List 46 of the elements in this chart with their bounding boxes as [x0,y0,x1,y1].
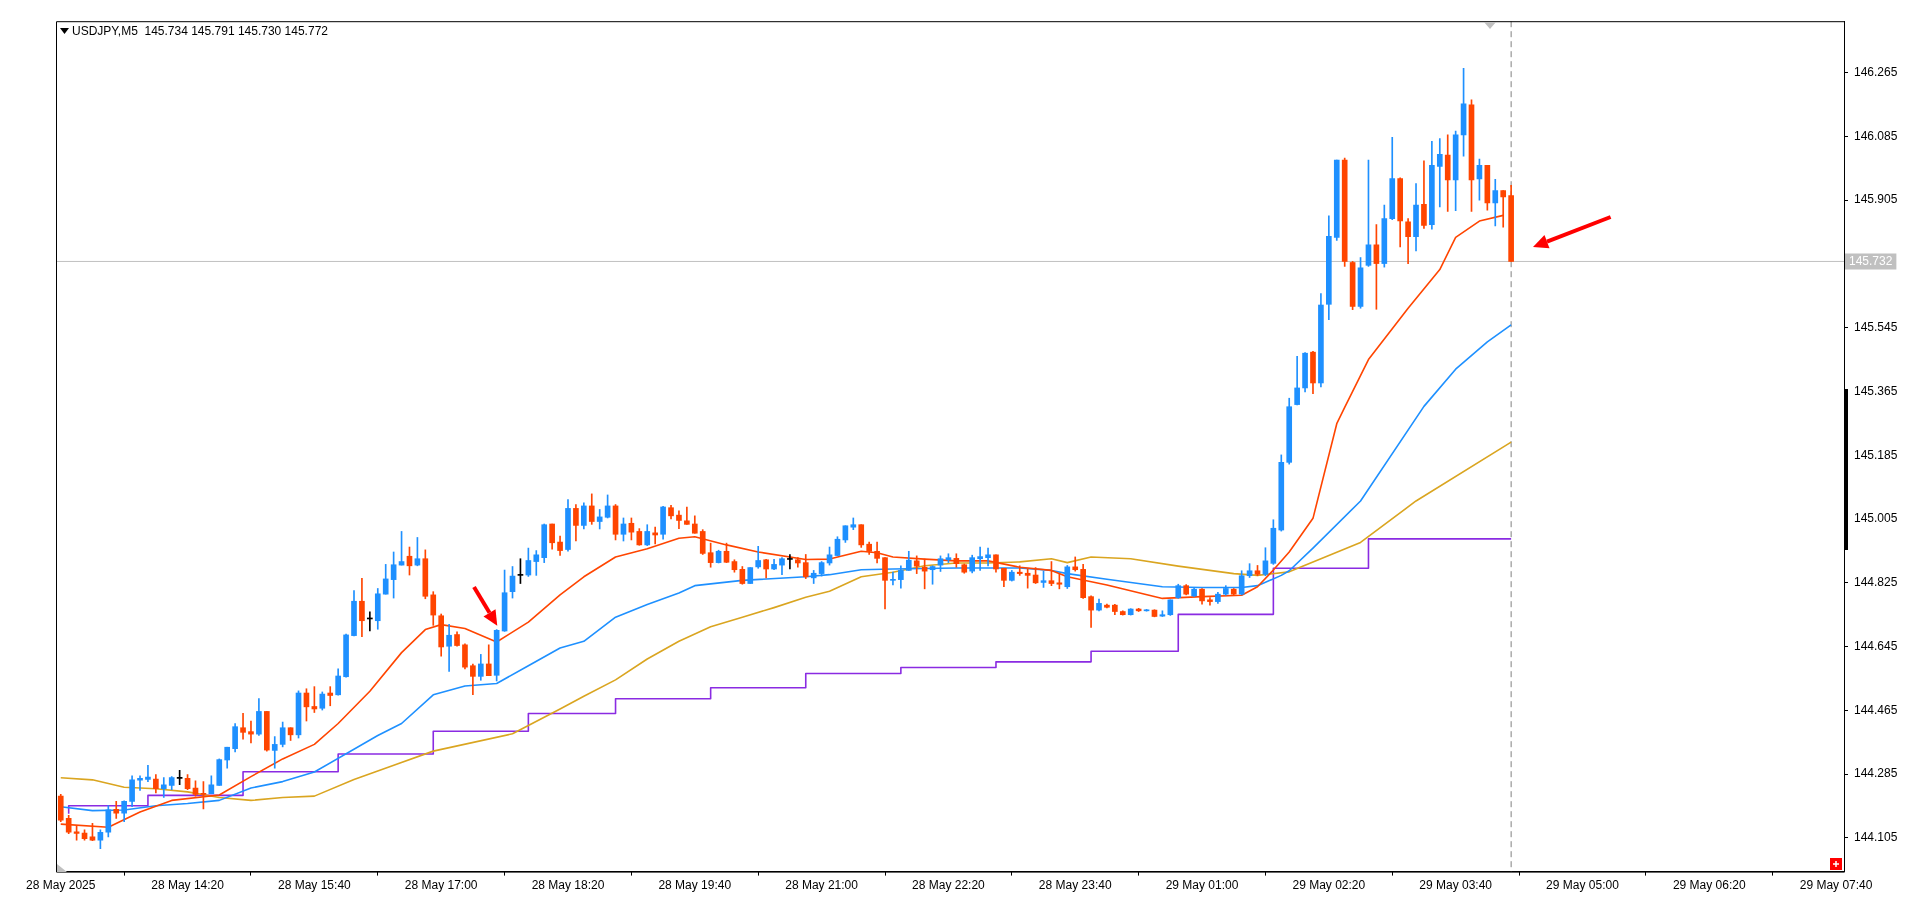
ref-line-label: 145.732 [1849,253,1893,268]
candlestick [596,509,603,530]
candlestick [446,623,452,672]
x-tick-label: 28 May 15:40 [278,878,352,893]
y-tick-label: 146.085 [1854,128,1898,143]
x-tick-label: 29 May 06:20 [1672,878,1746,893]
x-tick-label: 28 May 23:40 [1038,878,1112,893]
candlestick [145,764,151,782]
candlestick [160,777,167,798]
x-tick-label: 29 May 07:40 [1799,878,1873,893]
x-tick-label: 28 May 14:20 [151,878,225,893]
y-tick-label: 145.905 [1854,192,1898,207]
candlestick [271,736,278,769]
candlestick [137,775,143,791]
y-tick-label: 144.825 [1854,575,1898,590]
candlestick [890,571,896,586]
y-tick-label: 146.265 [1854,64,1898,79]
x-tick-label: 29 May 02:20 [1292,878,1366,893]
x-tick-label: 28 May 21:00 [785,878,859,893]
y-tick-label: 144.285 [1854,766,1898,781]
candlestick [240,712,246,740]
x-tick-label: 28 May 19:40 [658,878,732,893]
x-tick-label: 29 May 05:00 [1546,878,1620,893]
x-tick-label: 28 May 2025 [26,878,96,893]
candlestick [787,554,793,570]
candlestick [113,801,120,819]
y-tick-label: 145.185 [1854,447,1898,462]
x-tick-label: 28 May 22:20 [912,878,986,893]
candlestick [977,546,983,571]
x-tick-label: 29 May 03:40 [1419,878,1493,893]
x-tick-label: 29 May 01:00 [1165,878,1239,893]
x-tick-label: 28 May 17:00 [404,878,478,893]
y-tick-label: 145.545 [1854,320,1898,335]
y-tick-label: 144.465 [1854,702,1898,717]
y-tick-label: 144.105 [1854,830,1898,845]
candlestick [1024,568,1031,589]
y-tick-label: 144.645 [1854,638,1898,653]
candlestick [327,686,334,707]
y-tick-label: 145.005 [1854,511,1898,526]
candlestick [985,547,991,567]
candlestick [1016,565,1023,576]
chart-title: USDJPY,M5 145.734 145.791 145.730 145.772 [72,23,329,38]
candlestick [1436,138,1443,208]
x-tick-label: 28 May 18:20 [531,878,605,893]
y-tick-label: 145.365 [1854,383,1898,398]
candlestick [248,720,254,744]
